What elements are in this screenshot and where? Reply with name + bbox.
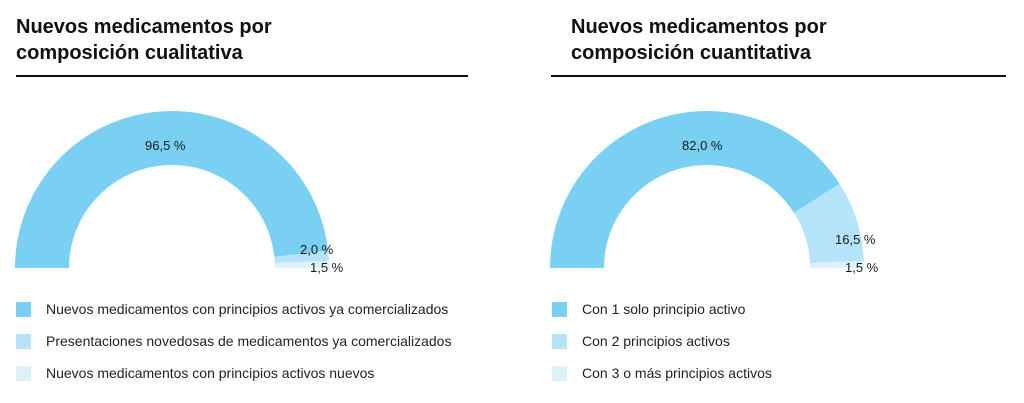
legend-label: Con 1 solo principio activo: [582, 301, 746, 317]
legend-swatch: [16, 366, 31, 381]
legend-label: Con 2 principios activos: [582, 333, 730, 349]
legend-label: Con 3 o más principios activos: [582, 365, 772, 381]
legend-label: Nuevos medicamentos con principios activ…: [46, 365, 375, 381]
data-label: 82,0 %: [682, 138, 723, 153]
semicircle-donut-chart: 82,0 % 16,5 % 1,5 %: [550, 111, 879, 275]
data-label: 96,5 %: [145, 138, 186, 153]
legend-swatch: [552, 334, 567, 349]
legend-swatch: [552, 366, 567, 381]
legend-swatch: [552, 302, 567, 317]
data-label: 2,0 %: [300, 242, 334, 257]
donut-segment: [550, 111, 840, 268]
data-label: 16,5 %: [835, 232, 876, 247]
chart-title-line-1: Nuevos medicamentos por: [16, 16, 272, 38]
donut-segment: [809, 260, 864, 268]
donut-segment: [274, 260, 329, 268]
title-divider: [16, 75, 468, 77]
legend-label: Nuevos medicamentos con principios activ…: [46, 301, 449, 317]
chart-title-line-2: composición cuantitativa: [571, 42, 812, 64]
legend-label: Presentaciones novedosas de medicamentos…: [46, 333, 452, 349]
chart-panel-cualitativa: Nuevos medicamentos por composición cual…: [0, 0, 480, 403]
donut-segment: [274, 250, 329, 264]
chart-title-line-2: composición cualitativa: [16, 42, 243, 64]
data-label: 1,5 %: [845, 260, 879, 275]
chart-title: Nuevos medicamentos por composición cual…: [16, 14, 272, 66]
donut-segment: [793, 183, 864, 264]
chart-title-line-1: Nuevos medicamentos por: [571, 16, 827, 38]
data-label: 1,5 %: [310, 260, 344, 275]
title-divider: [551, 75, 1006, 77]
legend-swatch: [16, 334, 31, 349]
legend-swatch: [16, 302, 31, 317]
chart-panel-cuantitativa: Nuevos medicamentos por composición cuan…: [535, 0, 1024, 403]
chart-title: Nuevos medicamentos por composición cuan…: [571, 14, 827, 66]
donut-segment: [15, 110, 329, 269]
semicircle-donut-chart: 96,5 % 2,0 % 1,5 %: [15, 110, 344, 275]
